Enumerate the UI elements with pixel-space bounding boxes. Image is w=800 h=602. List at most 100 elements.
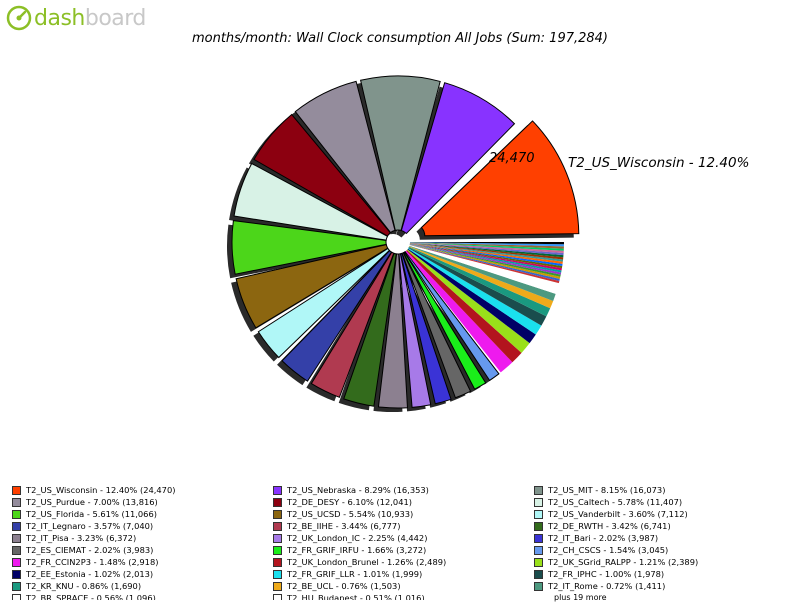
legend-item-t2-ch-cscs: T2_CH_CSCS - 1.54% (3,045) (534, 544, 698, 556)
legend-label: T2_US_Wisconsin - 12.40% (24,470) (26, 485, 176, 495)
legend-swatch (12, 545, 21, 555)
legend-item-t2-de-rwth: T2_DE_RWTH - 3.42% (6,741) (534, 520, 698, 532)
legend-swatch (273, 569, 282, 579)
chart-title: months/month: Wall Clock consumption All… (191, 31, 609, 46)
legend-label: T2_BE_UCL - 0.76% (1,503) (287, 581, 401, 591)
legend-swatch (534, 521, 543, 531)
legend-item-t2-us-vanderbilt: T2_US_Vanderbilt - 3.60% (7,112) (534, 508, 698, 520)
legend-swatch (273, 509, 282, 519)
legend-label: T2_CH_CSCS - 1.54% (3,045) (548, 545, 669, 555)
pie-slice-t2-de-rwth (343, 252, 397, 407)
pie-slice-other-1 (409, 244, 560, 282)
legend-item-t2-us-purdue: T2_US_Purdue - 7.00% (13,816) (12, 496, 175, 508)
legend-label: T2_IT_Pisa - 3.23% (6,372) (26, 533, 137, 543)
legend-swatch (273, 533, 282, 543)
legend-swatch (273, 593, 282, 600)
legend-label: T2_EE_Estonia - 1.02% (2,013) (26, 569, 154, 579)
legend-item-t2-fr-ccin2p3: T2_FR_CCIN2P3 - 1.48% (2,918) (12, 556, 175, 568)
legend-swatch (12, 593, 21, 600)
legend-item-t2-uk-london-brunel: T2_UK_London_Brunel - 1.26% (2,489) (273, 556, 446, 568)
legend-label: T2_FR_IPHC - 1.00% (1,978) (548, 569, 665, 579)
pie-slice-other-12 (409, 242, 564, 258)
legend-label: T2_FR_GRIF_LLR - 1.01% (1,999) (287, 569, 423, 579)
pie-slice-t2-be-ucl (409, 246, 554, 309)
legend-item-t2-us-florida: T2_US_Florida - 5.61% (11,066) (12, 508, 175, 520)
pie-slice-other-3 (409, 244, 561, 277)
legend-column: T2_US_Nebraska - 8.29% (16,353) T2_DE_DES… (273, 484, 446, 600)
legend-item-t2-br-sprace: T2_BR_SPRACE - 0.56% (1,096) (12, 592, 175, 600)
legend-item-t2-de-desy: T2_DE_DESY - 6.10% (12,041) (273, 496, 446, 508)
legend-swatch (12, 497, 21, 507)
legend-item-t2-hu-budapest: T2_HU_Budapest - 0.51% (1,016) (273, 592, 446, 600)
legend-label: T2_ES_CIEMAT - 2.02% (3,983) (26, 545, 154, 555)
legend-label: T2_US_Nebraska - 8.29% (16,353) (287, 485, 429, 495)
pie-slice-t2-it-rome (409, 245, 556, 301)
pie-slice-other-13 (409, 242, 564, 256)
legend-item-t2-be-ucl: T2_BE_UCL - 0.76% (1,503) (273, 580, 446, 592)
legend-label: T2_UK_SGrid_RALPP - 1.21% (2,389) (548, 557, 699, 567)
pie-slice-other-6 (409, 243, 562, 271)
legend-label: T2_UK_London_Brunel - 1.26% (2,489) (287, 557, 447, 567)
legend-swatch (273, 545, 282, 555)
pie-slice-t2-ch-cscs (403, 250, 500, 382)
legend-item-t2-it-legnaro: T2_IT_Legnaro - 3.57% (7,040) (12, 520, 175, 532)
legend-label: T2_UK_London_IC - 2.25% (4,442) (287, 533, 428, 543)
pie-slice-other-9 (409, 243, 563, 264)
pie-slice-t2-es-ciemat (401, 252, 472, 399)
legend-swatch (12, 521, 21, 531)
pie-slice-other-7 (409, 243, 563, 269)
pie-slice-t2-us-caltech (233, 162, 389, 241)
legend-swatch (534, 569, 543, 579)
pie-slice-t2-us-vanderbilt (257, 247, 391, 359)
legend-swatch (12, 509, 21, 519)
legend-swatch (12, 485, 21, 495)
pie-slice-t2-uk-london-ic (398, 253, 432, 408)
legend-item-t2-uk-london-ic: T2_UK_London_IC - 2.25% (4,442) (273, 532, 446, 544)
pie-slice-t2-fr-ccin2p3 (405, 250, 513, 373)
legend-column: T2_US_MIT - 8.15% (16,073) T2_US_Caltech … (534, 484, 698, 592)
pie-slice-t2-hu-budapest (409, 244, 559, 289)
legend-item-t2-fr-iphc: T2_FR_IPHC - 1.00% (1,978) (534, 568, 698, 580)
pie-slice-t2-br-sprace (409, 245, 558, 294)
legend-item-t2-it-rome: T2_IT_Rome - 0.72% (1,411) (534, 580, 698, 592)
pie-slice-t2-it-legnaro (281, 249, 393, 382)
legend-swatch (12, 557, 21, 567)
legend-label: T2_HU_Budapest - 0.51% (1,016) (287, 593, 425, 600)
legend-swatch (534, 509, 543, 519)
legend-label: T2_IT_Legnaro - 3.57% (7,040) (26, 521, 154, 531)
pie-slice-t2-fr-grif-irfu (402, 251, 487, 390)
legend-item-t2-us-mit: T2_US_MIT - 8.15% (16,073) (534, 484, 698, 496)
logo-text: dashboard (34, 5, 146, 31)
legend-swatch (534, 485, 543, 495)
legend-label: T2_US_Caltech - 5.78% (11,407) (548, 497, 683, 507)
pie-slice-t2-uk-sgrid-ralpp (406, 249, 530, 353)
legend-label: T2_FR_CCIN2P3 - 1.48% (2,918) (26, 557, 159, 567)
legend-item-t2-it-bari: T2_IT_Bari - 2.02% (3,987) (534, 532, 698, 544)
legend-label: T2_US_Purdue - 7.00% (13,816) (26, 497, 158, 507)
legend-label: T2_BR_SPRACE - 0.56% (1,096) (26, 593, 156, 600)
legend-more-note: plus 19 more (554, 593, 607, 602)
legend-label: T2_BE_IIHE - 3.44% (6,777) (287, 521, 401, 531)
pie-slice-t2-be-iihe (310, 251, 395, 398)
legend-item-t2-fr-grif-llr: T2_FR_GRIF_LLR - 1.01% (1,999) (273, 568, 446, 580)
legend-swatch (273, 497, 282, 507)
pie-slice-t2-us-nebraska (400, 82, 516, 235)
legend-label: T2_DE_RWTH - 3.42% (6,741) (548, 521, 671, 531)
pie-slice-other-11 (409, 243, 564, 260)
legend-column: T2_US_Wisconsin - 12.40% (24,470) T2_US_P… (12, 484, 175, 600)
pie-slice-other-17 (409, 242, 564, 247)
legend-swatch (273, 581, 282, 591)
legend-swatch (534, 533, 543, 543)
pie-slice-t2-fr-iphc (408, 247, 547, 326)
legend-label: T2_IT_Rome - 0.72% (1,411) (548, 581, 666, 591)
legend-item-t2-us-ucsd: T2_US_UCSD - 5.54% (10,933) (273, 508, 446, 520)
legend-item-t2-us-caltech: T2_US_Caltech - 5.78% (11,407) (534, 496, 698, 508)
legend-swatch (273, 557, 282, 567)
pie-slice-other-5 (409, 244, 562, 273)
pie-slice-t2-it-pisa (377, 253, 408, 409)
legend-label: T2_FR_GRIF_IRFU - 1.66% (3,272) (287, 545, 427, 555)
legend-swatch (534, 557, 543, 567)
legend-item-t2-us-wisconsin: T2_US_Wisconsin - 12.40% (24,470) (12, 484, 175, 496)
legend-item-t2-it-pisa: T2_IT_Pisa - 3.23% (6,372) (12, 532, 175, 544)
pie-slice-other-14 (409, 242, 564, 253)
